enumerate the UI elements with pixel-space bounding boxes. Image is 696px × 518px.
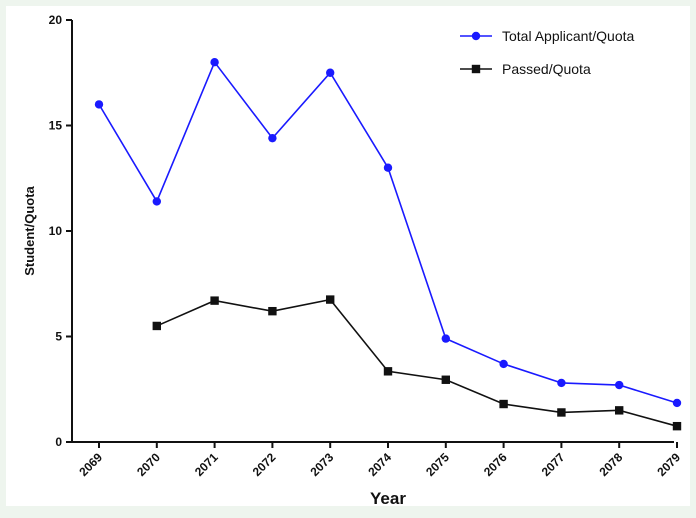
data-point bbox=[152, 197, 161, 206]
x-tick-label: 2070 bbox=[134, 450, 163, 479]
x-tick-label: 2071 bbox=[192, 450, 221, 479]
data-point bbox=[557, 378, 566, 388]
legend-item: Passed/Quota bbox=[460, 61, 591, 77]
legend-label: Total Applicant/Quota bbox=[502, 28, 635, 44]
data-point bbox=[499, 399, 508, 409]
x-axis-label: Year bbox=[370, 489, 406, 508]
x-tick-label: 2073 bbox=[308, 450, 337, 479]
x-tick-label: 2079 bbox=[654, 450, 683, 479]
y-tick-label: 5 bbox=[55, 330, 62, 344]
axes: 0 5 10 15 20 2069 2070 2071 2072 2073 2074 2075 2076… bbox=[49, 13, 684, 479]
x-tick-label: 2075 bbox=[423, 450, 452, 479]
x-tick-label: 2074 bbox=[365, 450, 394, 479]
x-tick-label: 2069 bbox=[76, 450, 105, 479]
x-tick-label: 2076 bbox=[481, 450, 510, 479]
chart-frame: 0 5 10 15 20 2069 2070 2071 2072 2073 2074 2075 2076… bbox=[6, 6, 690, 508]
data-point bbox=[210, 296, 219, 305]
data-point bbox=[268, 133, 277, 143]
data-point bbox=[326, 295, 335, 304]
data-point bbox=[499, 359, 508, 369]
data-point bbox=[441, 334, 450, 343]
data-point bbox=[672, 421, 682, 431]
data-point bbox=[615, 380, 624, 390]
legend-marker bbox=[471, 31, 481, 41]
data-point bbox=[383, 163, 393, 172]
data-point bbox=[210, 58, 219, 67]
legend-label: Passed/Quota bbox=[502, 61, 591, 77]
data-point bbox=[557, 408, 566, 417]
data-point bbox=[441, 375, 450, 384]
data-point bbox=[268, 306, 277, 316]
data-point bbox=[94, 100, 104, 109]
series-line bbox=[156, 298, 678, 427]
series-line bbox=[98, 60, 678, 404]
line-chart: 0 5 10 15 20 2069 2070 2071 2072 2073 2074 2075 2076… bbox=[22, 13, 684, 508]
legend-marker bbox=[471, 64, 481, 74]
data-point bbox=[152, 321, 161, 331]
data-point bbox=[383, 367, 393, 376]
x-tick-label: 2077 bbox=[539, 450, 568, 479]
legend: Total Applicant/Quota Passed/Quota bbox=[460, 28, 635, 77]
series-layer bbox=[94, 58, 682, 431]
series-2 bbox=[152, 295, 682, 431]
series-1 bbox=[94, 58, 682, 408]
x-tick-label: 2072 bbox=[250, 450, 279, 479]
y-tick-label: 10 bbox=[49, 224, 63, 238]
y-axis-label: Student/Quota bbox=[22, 185, 37, 275]
data-point bbox=[615, 406, 624, 415]
data-point bbox=[326, 68, 335, 77]
legend-item: Total Applicant/Quota bbox=[460, 28, 635, 44]
y-tick-label: 0 bbox=[55, 435, 62, 449]
y-tick-label: 15 bbox=[49, 119, 63, 133]
y-tick-label: 20 bbox=[49, 13, 63, 27]
x-tick-label: 2078 bbox=[597, 450, 626, 479]
data-point bbox=[672, 398, 682, 408]
